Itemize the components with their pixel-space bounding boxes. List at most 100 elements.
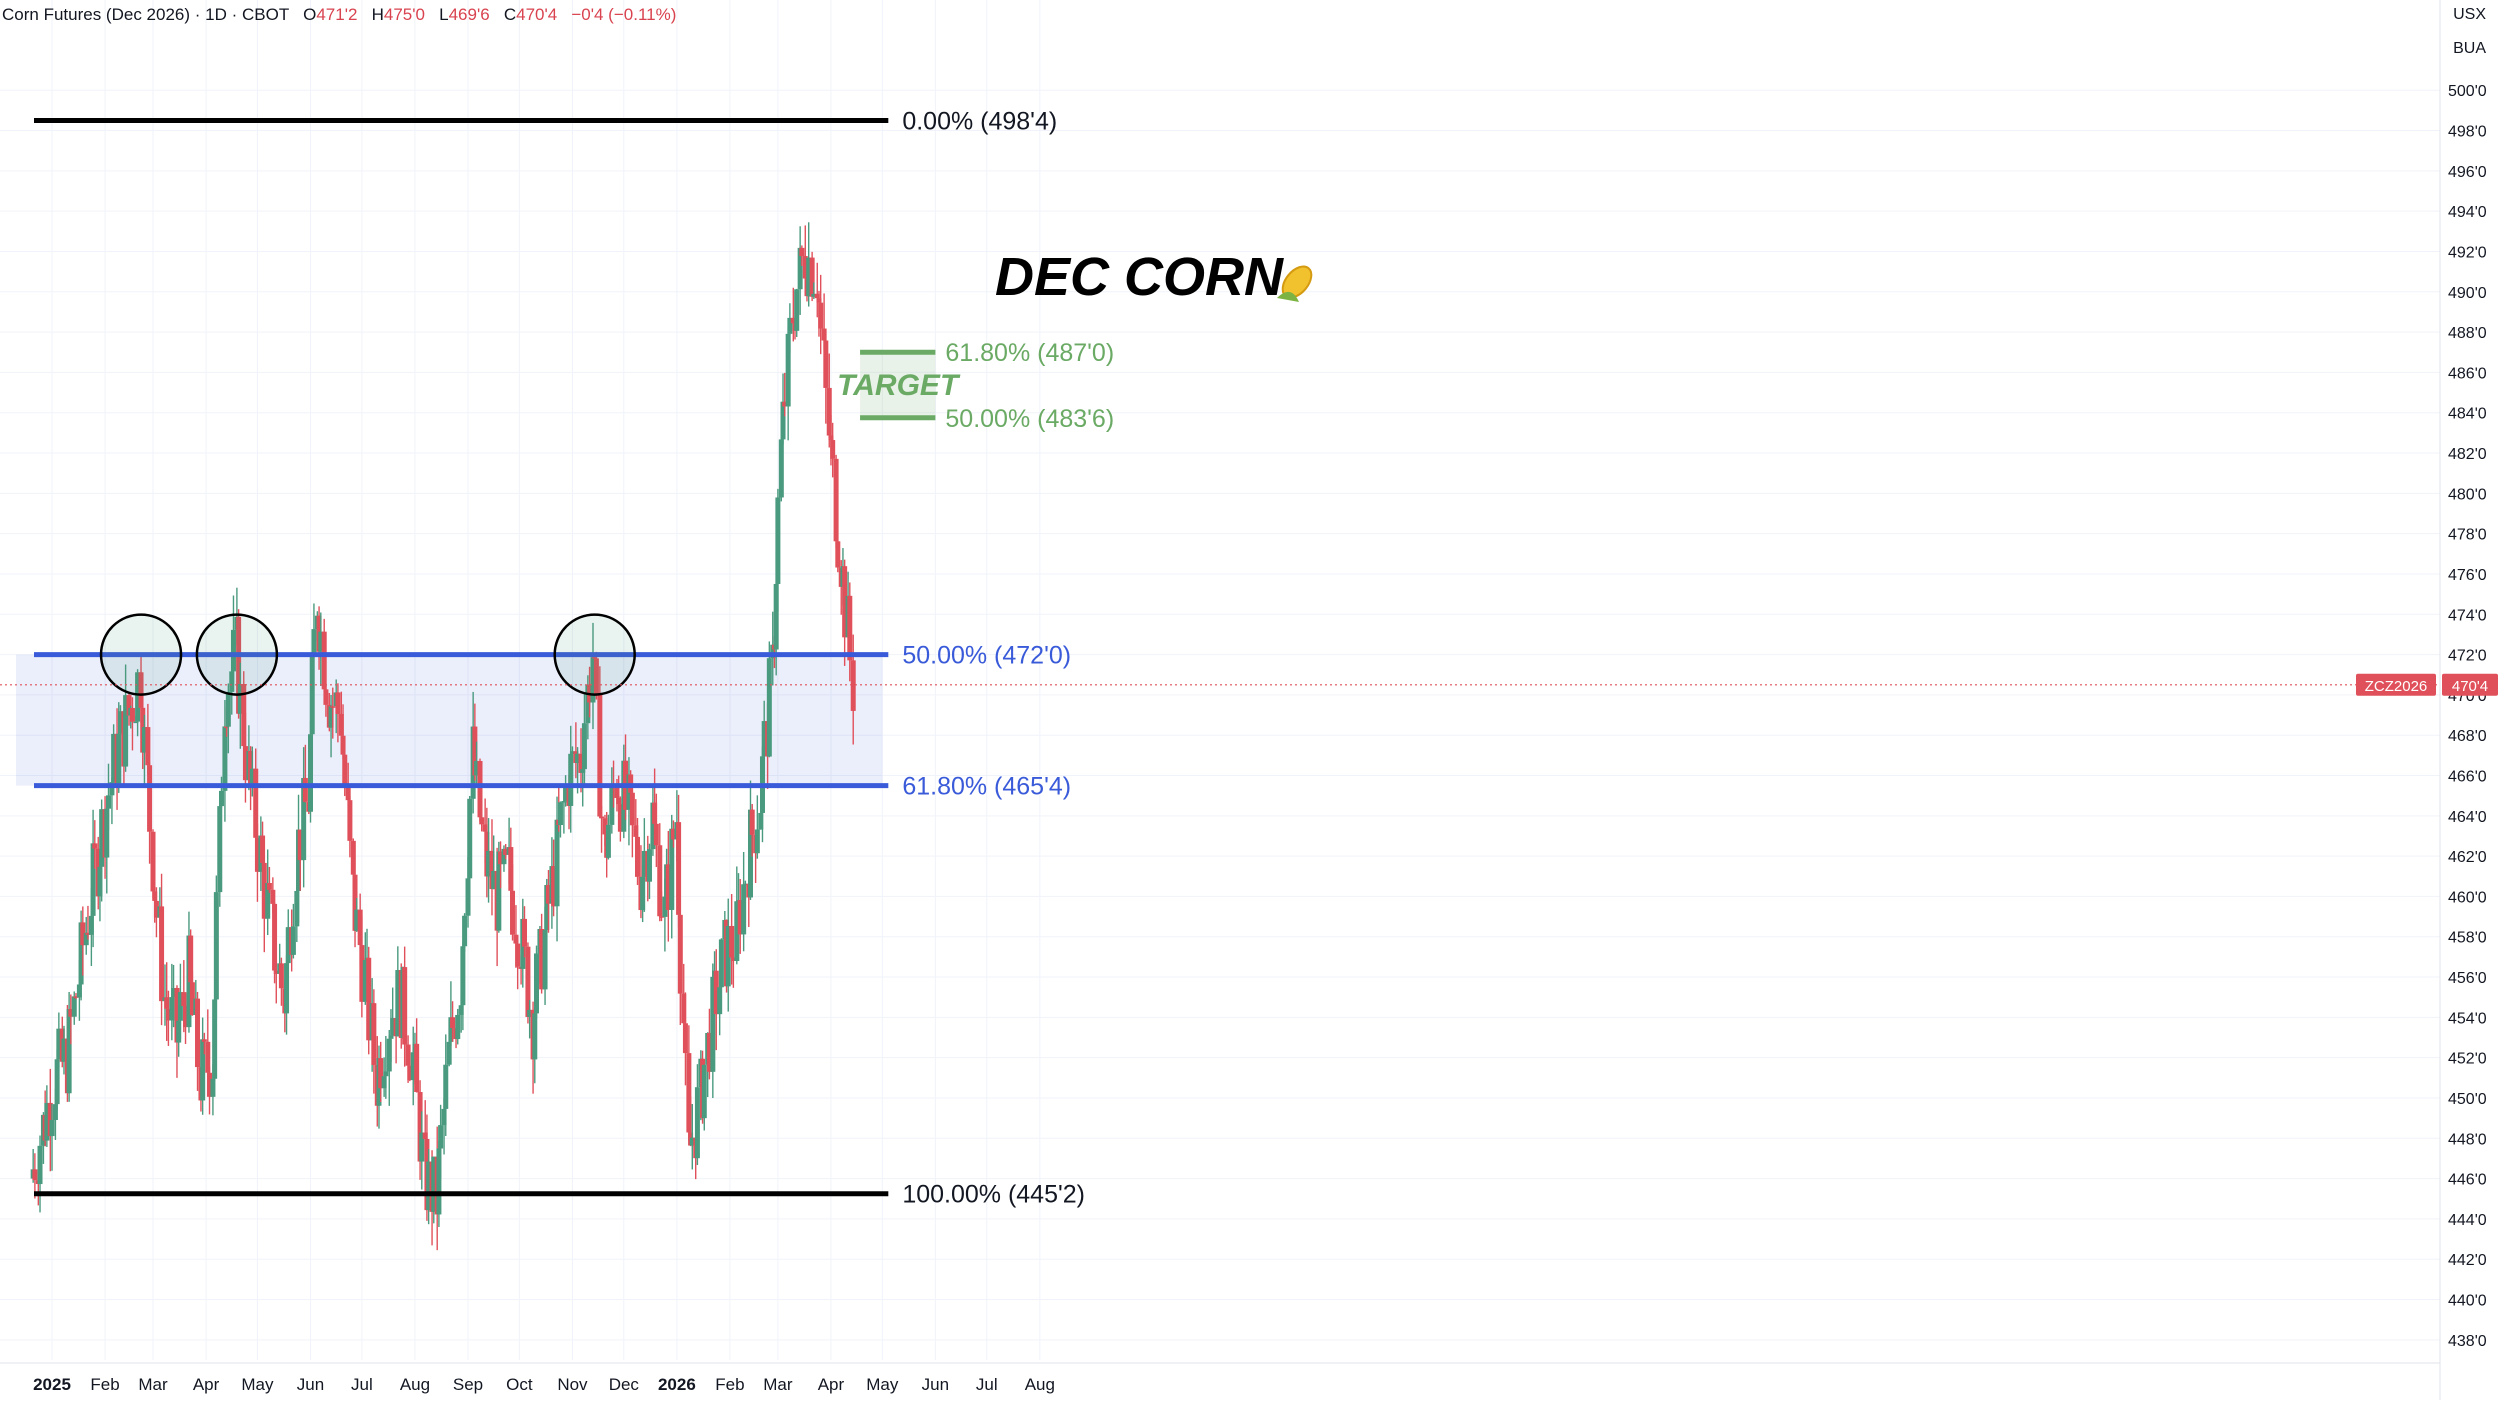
high-label: H — [371, 5, 384, 24]
candle-body — [554, 819, 560, 907]
interval-label[interactable]: 1D — [205, 5, 227, 24]
x-tick-label: Nov — [557, 1375, 588, 1394]
candle-body — [775, 497, 781, 584]
candle-body — [496, 851, 502, 931]
candle-body — [818, 302, 824, 329]
currency-label[interactable]: USX — [2453, 6, 2486, 23]
x-tick-label: Aug — [400, 1375, 430, 1394]
candle-body — [809, 257, 815, 297]
candle-body — [309, 656, 315, 735]
candle-body — [129, 707, 135, 722]
candle-body — [706, 1032, 712, 1072]
candle-body — [222, 726, 228, 791]
candle-body — [718, 939, 724, 988]
candle-body — [635, 836, 641, 877]
candle-body — [477, 760, 483, 818]
candle-body — [212, 999, 218, 1079]
candle-body — [402, 967, 408, 1045]
candle-body — [669, 828, 675, 910]
high-value: 475'0 — [383, 5, 425, 24]
candle-body — [189, 982, 195, 1016]
candle-body — [501, 848, 507, 865]
x-tick-label: Feb — [715, 1375, 744, 1394]
y-tick-label: 496'0 — [2448, 164, 2487, 181]
touch-circle — [195, 613, 279, 696]
target-label: TARGET — [837, 369, 961, 402]
candle-body — [489, 850, 495, 890]
x-tick-label: Aug — [1025, 1375, 1055, 1394]
candle-body — [578, 753, 584, 773]
candle-body — [350, 840, 356, 875]
candle-body — [297, 829, 303, 861]
fib-level-label: 50.00% (472'0) — [902, 642, 1071, 670]
candle-body — [479, 817, 485, 825]
candle-body — [575, 753, 581, 763]
candle-body — [164, 997, 170, 1009]
candle-body — [284, 963, 290, 1014]
candle-body — [395, 970, 401, 1037]
candle-body — [201, 1039, 207, 1042]
candle-body — [754, 829, 760, 854]
candle-body — [710, 976, 716, 1072]
candle-body — [450, 1017, 456, 1029]
y-tick-label: 464'0 — [2448, 809, 2487, 826]
y-tick-label: 490'0 — [2448, 285, 2487, 302]
candle-body — [510, 890, 516, 935]
candle-body — [486, 850, 492, 877]
y-tick-label: 462'0 — [2448, 849, 2487, 866]
candle-body — [782, 401, 788, 407]
candle-body — [230, 629, 236, 672]
candle-body — [321, 631, 327, 690]
candle-body — [641, 850, 647, 877]
x-tick-label: Oct — [506, 1375, 533, 1394]
y-tick-label: 466'0 — [2448, 769, 2487, 786]
candle-body — [835, 541, 841, 568]
candle-body — [97, 866, 103, 897]
candle-body — [138, 672, 144, 708]
candle-body — [270, 889, 276, 904]
candle-body — [741, 884, 747, 935]
candle-body — [44, 1102, 50, 1141]
candle-body — [653, 823, 659, 846]
candle-body — [557, 802, 563, 826]
candle-body — [797, 247, 803, 290]
candle-body — [73, 996, 79, 998]
candle-body — [742, 883, 748, 886]
x-tick-label: Mar — [763, 1375, 793, 1394]
candle-body — [694, 1087, 700, 1159]
open-value: 471'2 — [316, 5, 358, 24]
candle-body — [826, 387, 832, 436]
candle-body — [261, 862, 267, 919]
candle-body — [842, 566, 848, 638]
y-tick-label: 494'0 — [2448, 204, 2487, 221]
candle-body — [633, 825, 639, 837]
candle-body — [217, 806, 223, 893]
candle-body — [174, 987, 180, 1043]
y-tick-label: 448'0 — [2448, 1131, 2487, 1148]
candle-body — [426, 1161, 432, 1211]
candle-body — [237, 683, 243, 714]
candle-body — [117, 711, 123, 734]
symbol-name[interactable]: Corn Futures (Dec 2026) — [2, 5, 191, 24]
candle-body — [605, 824, 611, 858]
candle-body — [66, 1009, 72, 1094]
price-tag-label: 470'4 — [2452, 678, 2488, 695]
candle-body — [362, 960, 368, 1002]
unit-label[interactable]: BUA — [2453, 40, 2486, 57]
candle-body — [474, 760, 480, 776]
candle-body — [545, 885, 551, 904]
candle-body — [253, 768, 259, 838]
candle-body — [123, 695, 129, 767]
y-tick-label: 442'0 — [2448, 1252, 2487, 1269]
candle-body — [640, 876, 646, 911]
candle-body — [388, 1035, 394, 1039]
y-tick-label: 456'0 — [2448, 970, 2487, 987]
y-tick-label: 480'0 — [2448, 486, 2487, 503]
candle-body — [188, 935, 194, 983]
y-tick-label: 488'0 — [2448, 325, 2487, 342]
candle-body — [147, 765, 153, 832]
candle-body — [438, 1125, 444, 1149]
candle-body — [90, 843, 96, 916]
